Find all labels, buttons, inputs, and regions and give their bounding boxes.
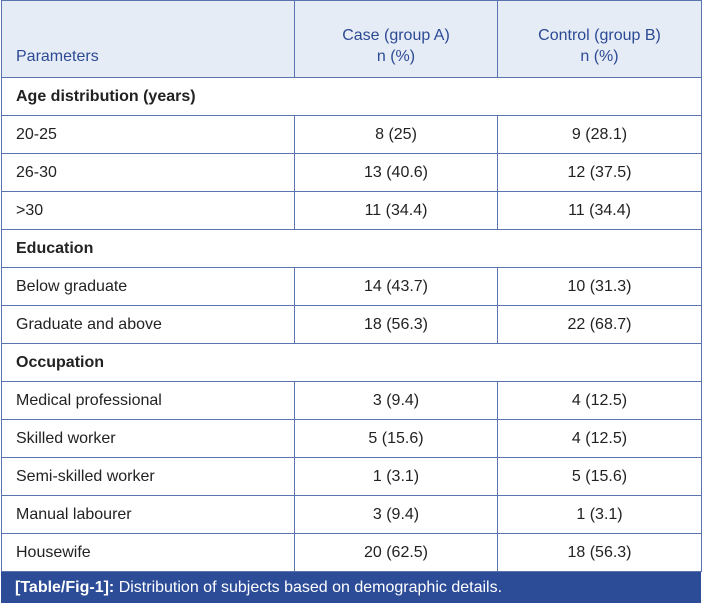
header-case: Case (group A) n (%) (294, 0, 498, 78)
case-value: 18 (56.3) (294, 305, 498, 344)
table-row: 26-30 13 (40.6) 12 (37.5) (1, 153, 702, 192)
section-row: Occupation (1, 343, 702, 382)
header-case-title: Case (group A) (342, 27, 450, 44)
caption-text: Distribution of subjects based on demogr… (114, 579, 503, 596)
header-row: Parameters Case (group A) n (%) Control (… (1, 0, 702, 78)
section-title: Education (1, 229, 702, 268)
control-value: 10 (31.3) (497, 267, 702, 306)
row-label: 26-30 (1, 153, 295, 192)
control-value: 1 (3.1) (497, 495, 702, 534)
row-label: Housewife (1, 533, 295, 572)
section-row: Age distribution (years) (1, 77, 702, 116)
header-control-unit: n (%) (580, 48, 619, 65)
row-label: Manual labourer (1, 495, 295, 534)
table-row: >30 11 (34.4) 11 (34.4) (1, 191, 702, 230)
control-value: 5 (15.6) (497, 457, 702, 496)
demographics-table: Parameters Case (group A) n (%) Control (… (1, 0, 702, 572)
row-label: Skilled worker (1, 419, 295, 458)
table-row: Medical professional 3 (9.4) 4 (12.5) (1, 381, 702, 420)
control-value: 22 (68.7) (497, 305, 702, 344)
row-label: Semi-skilled worker (1, 457, 295, 496)
row-label: >30 (1, 191, 295, 230)
case-value: 1 (3.1) (294, 457, 498, 496)
case-value: 5 (15.6) (294, 419, 498, 458)
case-value: 20 (62.5) (294, 533, 498, 572)
row-label: Medical professional (1, 381, 295, 420)
table-row: Housewife 20 (62.5) 18 (56.3) (1, 533, 702, 572)
control-value: 4 (12.5) (497, 381, 702, 420)
case-value: 8 (25) (294, 115, 498, 154)
header-control: Control (group B) n (%) (497, 0, 702, 78)
table-row: Skilled worker 5 (15.6) 4 (12.5) (1, 419, 702, 458)
control-value: 9 (28.1) (497, 115, 702, 154)
control-value: 12 (37.5) (497, 153, 702, 192)
table-caption: [Table/Fig-1]: Distribution of subjects … (1, 572, 701, 603)
header-case-unit: n (%) (376, 48, 416, 65)
section-row: Education (1, 229, 702, 268)
table-row: Manual labourer 3 (9.4) 1 (3.1) (1, 495, 702, 534)
section-title: Age distribution (years) (1, 77, 702, 116)
case-value: 3 (9.4) (294, 495, 498, 534)
row-label: Below graduate (1, 267, 295, 306)
caption-label: [Table/Fig-1]: (15, 579, 115, 596)
header-parameters: Parameters (1, 0, 295, 78)
control-value: 18 (56.3) (497, 533, 702, 572)
row-label: 20-25 (1, 115, 295, 154)
section-title: Occupation (1, 343, 702, 382)
case-value: 13 (40.6) (294, 153, 498, 192)
table-row: Below graduate 14 (43.7) 10 (31.3) (1, 267, 702, 306)
case-value: 11 (34.4) (294, 191, 498, 230)
control-value: 4 (12.5) (497, 419, 702, 458)
control-value: 11 (34.4) (497, 191, 702, 230)
row-label: Graduate and above (1, 305, 295, 344)
header-control-title: Control (group B) (538, 27, 661, 44)
table-row: 20-25 8 (25) 9 (28.1) (1, 115, 702, 154)
case-value: 14 (43.7) (294, 267, 498, 306)
case-value: 3 (9.4) (294, 381, 498, 420)
table-row: Graduate and above 18 (56.3) 22 (68.7) (1, 305, 702, 344)
table-row: Semi-skilled worker 1 (3.1) 5 (15.6) (1, 457, 702, 496)
